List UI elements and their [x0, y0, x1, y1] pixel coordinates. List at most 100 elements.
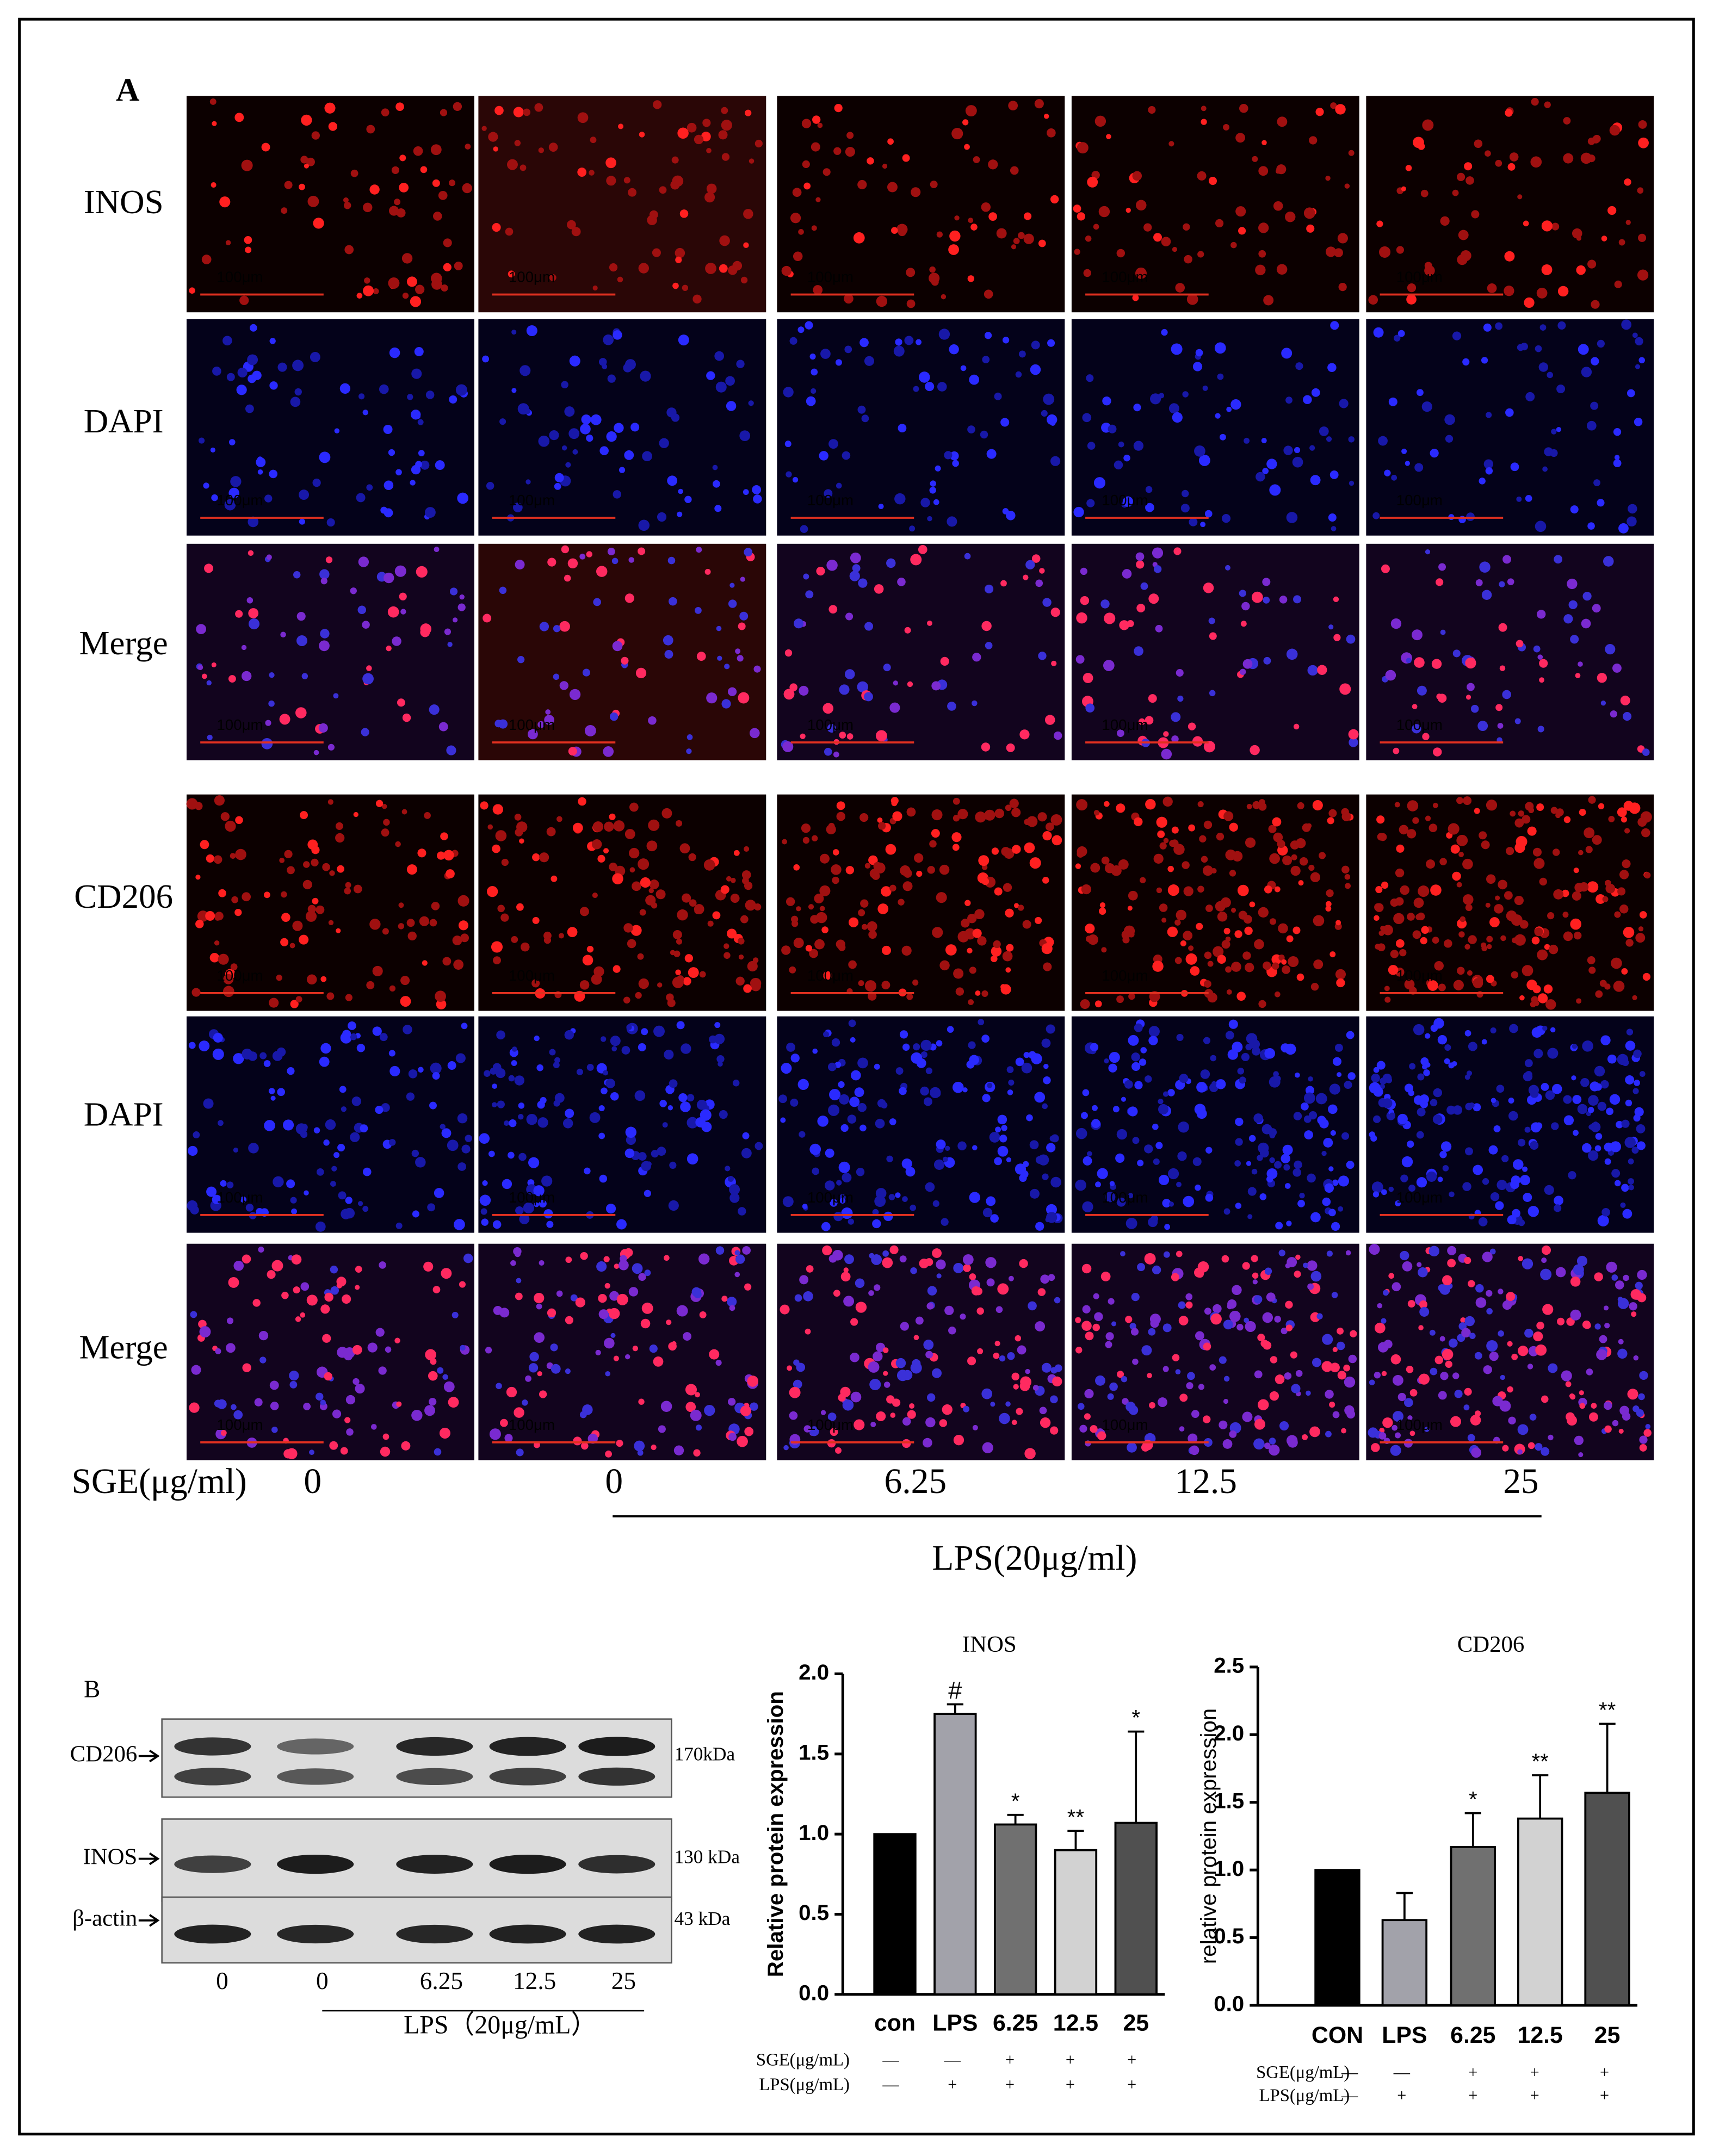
cell [582, 1404, 593, 1415]
cell [1517, 1424, 1529, 1435]
cell [721, 1296, 728, 1302]
cell [1533, 1049, 1543, 1058]
cell [1099, 902, 1106, 908]
cell [1161, 918, 1167, 923]
cell [799, 1275, 809, 1285]
cell [613, 820, 625, 832]
cell [687, 122, 697, 133]
cell [906, 268, 916, 277]
cell [936, 892, 947, 903]
cell [246, 597, 253, 604]
cell [902, 1196, 908, 1202]
cell [684, 495, 692, 504]
cell [1270, 1356, 1278, 1364]
cell [861, 924, 868, 930]
cell [1522, 1258, 1533, 1269]
cell [990, 1402, 995, 1407]
cell [1426, 1171, 1437, 1182]
cell [513, 503, 523, 512]
cell [355, 1285, 360, 1290]
cell [648, 819, 660, 831]
cell [1274, 991, 1281, 998]
cell [873, 862, 882, 871]
cell [526, 325, 537, 337]
micrograph: 100μm [777, 794, 1065, 1011]
cell [1486, 412, 1492, 418]
cell [1471, 210, 1480, 219]
cell [686, 748, 692, 754]
cell [1380, 926, 1386, 931]
cell [927, 620, 932, 626]
cell [895, 1192, 901, 1198]
cell [242, 1048, 253, 1060]
cell [954, 215, 960, 221]
cell [1471, 1447, 1482, 1458]
cell [1432, 802, 1438, 808]
cell [424, 812, 431, 819]
cell [782, 1196, 794, 1207]
cell [1217, 373, 1224, 380]
cell [1075, 1347, 1083, 1354]
cell [458, 920, 469, 931]
cell [1338, 1175, 1349, 1187]
cell [1570, 635, 1579, 644]
cell [1244, 437, 1250, 444]
cell [1467, 683, 1475, 691]
cell [1182, 861, 1190, 869]
cell [680, 1101, 691, 1112]
cell [1051, 660, 1057, 666]
cell [292, 920, 303, 931]
cell [786, 471, 792, 478]
cell [1041, 943, 1053, 955]
cell [396, 208, 406, 218]
cell [882, 1347, 889, 1353]
band [396, 1924, 473, 1944]
cell [199, 1040, 210, 1051]
cell [356, 1044, 366, 1052]
cell [641, 1161, 651, 1172]
cell [1329, 470, 1339, 479]
cell [1618, 1428, 1624, 1434]
cell [1439, 858, 1447, 865]
cell [899, 1030, 908, 1039]
cell [1135, 267, 1147, 279]
cell [362, 1206, 369, 1212]
cell [1094, 1312, 1103, 1321]
cell [1209, 1364, 1216, 1371]
cell [549, 274, 556, 281]
cell [493, 956, 501, 965]
cell [981, 621, 992, 631]
cell [1322, 1197, 1331, 1206]
cell [1281, 1154, 1290, 1163]
cell [1231, 962, 1241, 972]
cell [1544, 944, 1550, 950]
cell [1462, 1182, 1471, 1191]
cell [925, 1067, 933, 1074]
cell [1025, 1368, 1030, 1374]
cell [242, 1254, 251, 1264]
significance: * [1011, 1789, 1020, 1813]
cell [1425, 815, 1431, 821]
cell [960, 365, 967, 371]
x-tick-label: 25 [1123, 2010, 1149, 2036]
cell [1401, 186, 1406, 191]
cell [1286, 648, 1298, 660]
cell [500, 913, 509, 922]
cell [701, 132, 711, 141]
cell [653, 100, 662, 109]
cell [586, 1063, 594, 1071]
cell [1395, 868, 1405, 878]
cell [1542, 1304, 1554, 1315]
cell [856, 1168, 865, 1176]
cell [579, 980, 590, 990]
cell [1536, 610, 1546, 619]
cell [1623, 801, 1634, 811]
cell [1587, 881, 1599, 893]
cell [753, 494, 762, 504]
cell [832, 849, 839, 856]
cell [1406, 829, 1417, 839]
cell [1276, 164, 1287, 175]
cell [1535, 1122, 1543, 1130]
cell [1215, 219, 1224, 228]
cell [1336, 978, 1345, 988]
